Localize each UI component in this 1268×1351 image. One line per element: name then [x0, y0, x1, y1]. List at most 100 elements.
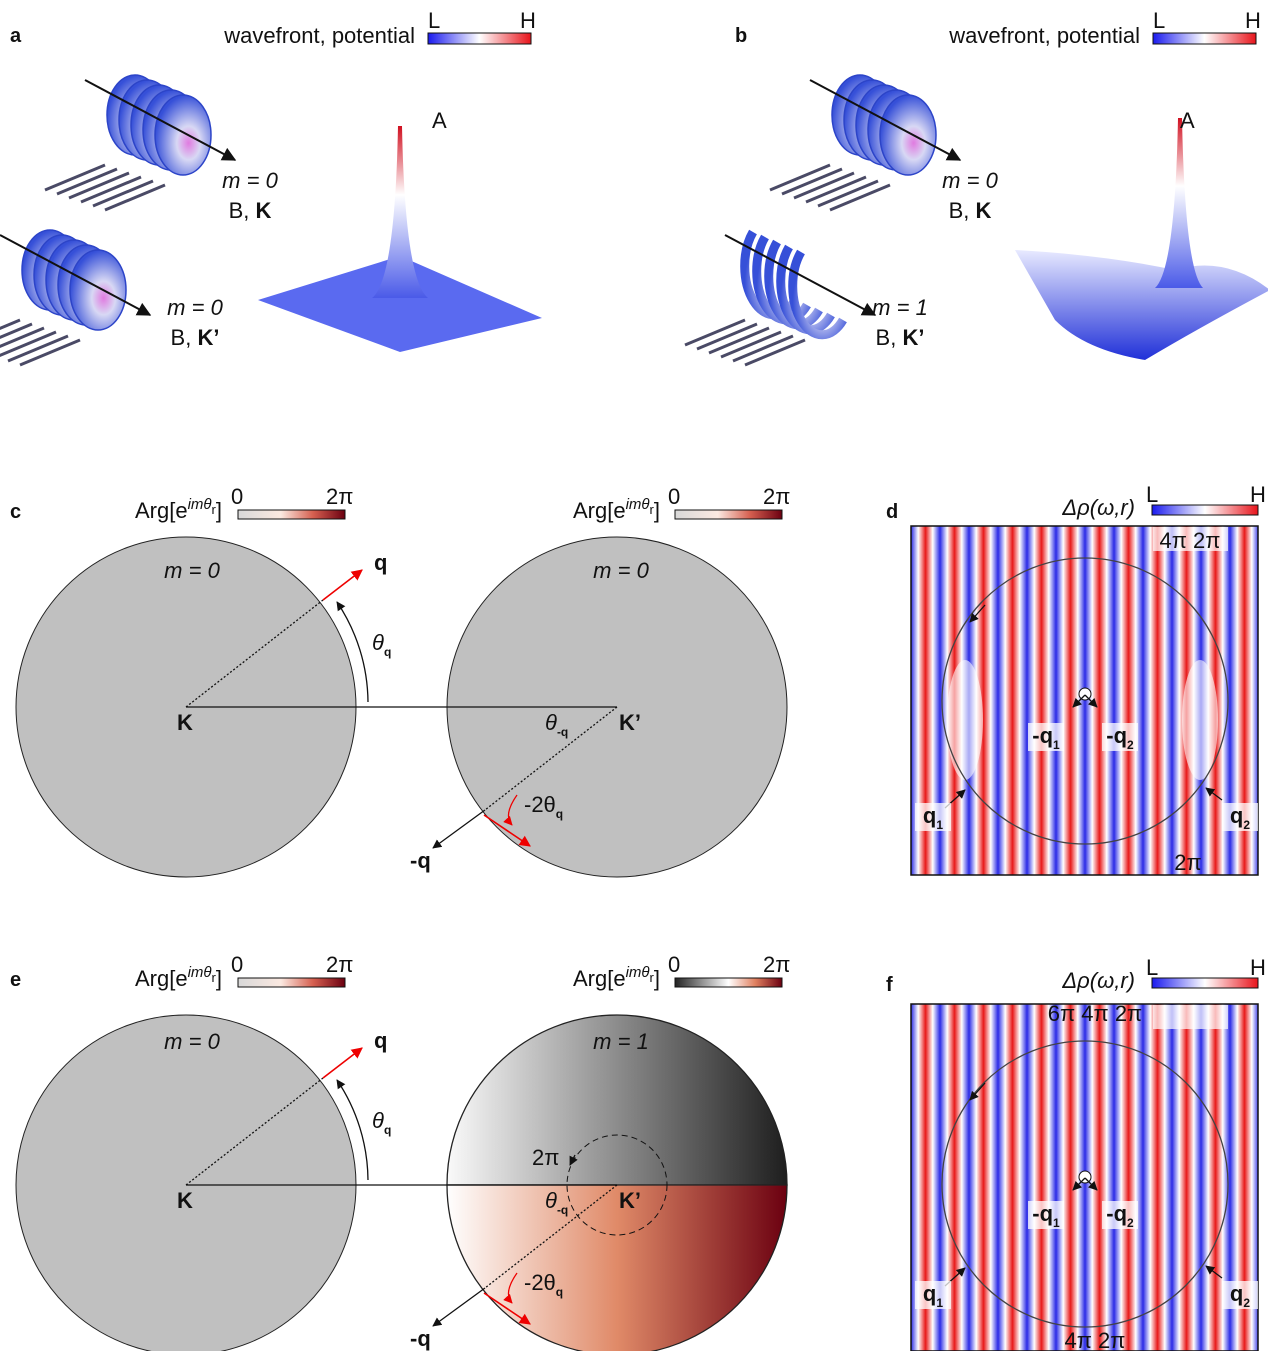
label-part: θ	[372, 1108, 384, 1133]
label-part: ]	[216, 498, 222, 523]
phase-label: 4π 2π	[1160, 528, 1221, 553]
label-part: q	[556, 807, 563, 821]
label-part: Arg[e	[135, 498, 188, 523]
label-part: imθ	[626, 964, 650, 981]
label-part: B,	[229, 198, 256, 223]
label-part: 1	[1053, 738, 1060, 752]
phase-label: 6π 4π 2π	[1048, 1001, 1142, 1026]
phase-label: 2π	[1174, 850, 1201, 875]
label-part: q	[923, 803, 936, 828]
label-part: 1	[1053, 1216, 1060, 1230]
vector-label: -q	[410, 848, 431, 873]
legend-high: H	[1245, 8, 1261, 33]
valley-label: B, K	[949, 198, 992, 223]
colorbar-high: 2π	[326, 484, 353, 509]
peak-label: A	[1180, 108, 1195, 133]
colorbar	[428, 33, 531, 44]
point-label: K’	[619, 1188, 641, 1213]
point-label: K’	[619, 710, 641, 735]
colorbar-high: 2π	[763, 484, 790, 509]
panel-label: f	[886, 974, 893, 996]
colorbar	[675, 510, 782, 519]
colorbar-title: Arg[eimθr]	[573, 964, 660, 991]
panel-label: a	[10, 25, 22, 47]
label-part: θ	[545, 1188, 557, 1213]
label-part: -q	[1032, 723, 1053, 748]
label-part: 2	[1127, 1216, 1134, 1230]
label-part: 2	[1243, 818, 1250, 832]
origin	[1079, 1171, 1091, 1183]
label-part: q	[923, 1281, 936, 1306]
mode-label: m = 1	[593, 1029, 649, 1054]
valley-label: B, K	[229, 198, 272, 223]
label-part: -q	[1032, 1201, 1053, 1226]
peak-label: A	[432, 108, 447, 133]
label-part: K’	[197, 325, 219, 350]
valley-label: B, K’	[171, 325, 220, 350]
panel-label: e	[10, 969, 21, 991]
colorbar	[1152, 505, 1258, 515]
legend-title: wavefront, potential	[948, 23, 1140, 48]
wavefront	[70, 250, 126, 330]
label-part: q	[1230, 1281, 1243, 1306]
label-part: Arg[e	[573, 498, 626, 523]
label-part: B,	[949, 198, 976, 223]
colorbar-low: 0	[231, 952, 243, 977]
colorbar	[1153, 33, 1256, 44]
colorbar	[238, 978, 345, 987]
label-part: B,	[876, 325, 903, 350]
label-part: θ	[545, 710, 557, 735]
colorbar	[238, 510, 345, 519]
mode-label: m = 1	[872, 295, 928, 320]
winding-label: 2π	[532, 1145, 559, 1170]
mode-label: m = 0	[164, 1029, 220, 1054]
colorbar-low: 0	[231, 484, 243, 509]
label-part: K	[976, 198, 992, 223]
point-label: K	[177, 1188, 193, 1213]
interference	[947, 660, 983, 780]
angle-label: θq	[372, 630, 391, 659]
phase-bottom	[447, 1185, 787, 1351]
potential-peak	[1155, 118, 1203, 288]
colorbar-low: 0	[668, 484, 680, 509]
valley-label: B, K’	[876, 325, 925, 350]
label-part: q	[556, 1285, 563, 1299]
label-part: 1	[936, 818, 943, 832]
wavefront	[155, 95, 211, 175]
label-part: 2	[1127, 738, 1134, 752]
mode-label: m = 0	[942, 168, 998, 193]
mq-arrow	[433, 1288, 485, 1326]
label-part: imθ	[188, 964, 212, 981]
label-part: imθ	[188, 496, 212, 513]
legend-low: L	[1146, 955, 1158, 980]
label-part: Arg[e	[573, 966, 626, 991]
label-part: q	[1230, 803, 1243, 828]
panel-label: d	[886, 501, 898, 523]
potential-bowl	[1015, 250, 1268, 360]
q-arrow	[323, 570, 362, 600]
label-part: imθ	[626, 496, 650, 513]
label-part: -2θ	[524, 1270, 556, 1295]
label-part: Arg[e	[135, 966, 188, 991]
colorbar-title: Arg[eimθr]	[573, 496, 660, 523]
label-box	[1153, 1005, 1228, 1029]
mq-arrow	[433, 810, 485, 848]
wavefront	[880, 95, 936, 175]
point-label: K	[177, 710, 193, 735]
legend-title: Δρ(ω,r)	[1061, 968, 1135, 993]
vector-label: q	[374, 550, 387, 575]
valley-disk	[16, 1015, 356, 1351]
colorbar-high: 2π	[763, 952, 790, 977]
label-part: ]	[216, 966, 222, 991]
legend-title: Δρ(ω,r)	[1061, 495, 1135, 520]
label-part: K’	[902, 325, 924, 350]
label-part: q	[384, 645, 391, 659]
label-part: q	[384, 1123, 391, 1137]
colorbar-high: 2π	[326, 952, 353, 977]
legend-high: H	[520, 8, 536, 33]
mode-label: m = 0	[593, 558, 649, 583]
panel-label: b	[735, 25, 747, 47]
label-part: ]	[654, 498, 660, 523]
legend-title: wavefront, potential	[223, 23, 415, 48]
colorbar-title: Arg[eimθr]	[135, 964, 222, 991]
